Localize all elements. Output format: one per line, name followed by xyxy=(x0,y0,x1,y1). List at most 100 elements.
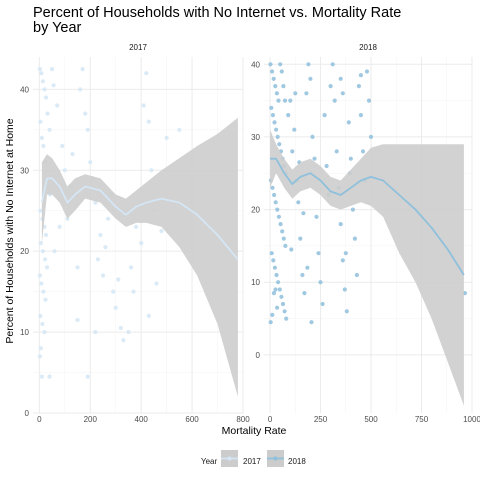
data-point xyxy=(334,149,339,154)
data-point xyxy=(51,83,56,88)
data-point xyxy=(340,258,345,263)
data-point xyxy=(348,156,353,161)
data-point xyxy=(308,76,313,81)
data-point xyxy=(270,113,275,118)
data-point xyxy=(277,142,282,147)
data-point xyxy=(280,229,285,234)
data-point xyxy=(275,305,280,310)
data-point xyxy=(338,76,343,81)
data-point xyxy=(272,120,277,125)
data-point xyxy=(100,273,106,278)
panel-2018: 0 250 500 750 1000 0 10 20 30 40 xyxy=(251,57,480,424)
data-point xyxy=(98,232,103,238)
data-point xyxy=(272,192,277,198)
data-point xyxy=(39,281,44,286)
data-point xyxy=(320,301,325,307)
y-tick-label: 0 xyxy=(25,409,30,418)
data-point xyxy=(80,67,85,72)
data-point xyxy=(50,67,55,72)
data-point xyxy=(310,134,315,139)
data-point xyxy=(358,113,363,118)
x-tick-label: 400 xyxy=(135,415,149,424)
data-point xyxy=(343,251,348,256)
data-point xyxy=(83,111,88,116)
x-tick-label: 750 xyxy=(415,415,429,424)
data-point xyxy=(364,69,370,74)
data-point xyxy=(57,224,62,229)
data-point xyxy=(126,330,131,335)
data-point xyxy=(275,134,280,139)
data-point xyxy=(154,281,159,286)
data-point xyxy=(131,289,136,294)
data-point xyxy=(274,91,279,96)
x-tick-label: 0 xyxy=(37,415,42,424)
data-point xyxy=(342,287,347,292)
data-point xyxy=(350,207,355,212)
data-point xyxy=(279,69,284,74)
legend-key-2018 xyxy=(267,450,284,467)
data-point xyxy=(37,273,43,278)
data-point xyxy=(305,265,310,270)
data-point xyxy=(282,309,287,314)
data-point xyxy=(47,127,52,132)
chart-title-line-1: Percent of Households with No Internet v… xyxy=(33,5,401,21)
data-point xyxy=(139,241,144,246)
data-point xyxy=(272,265,277,270)
data-point xyxy=(62,168,67,173)
smooth-line xyxy=(41,177,239,260)
data-point xyxy=(41,143,46,149)
y-tick-label: 10 xyxy=(251,278,260,287)
data-point xyxy=(38,241,44,246)
data-point xyxy=(276,280,281,285)
data-point xyxy=(270,312,275,317)
data-point xyxy=(288,98,293,103)
data-point xyxy=(278,222,283,227)
data-point xyxy=(38,313,43,318)
x-tick-label: 1000 xyxy=(463,415,480,424)
data-point xyxy=(38,208,43,213)
data-point xyxy=(344,309,349,314)
data-point xyxy=(42,330,47,335)
data-point xyxy=(37,354,43,359)
data-point xyxy=(128,265,134,270)
data-point xyxy=(368,134,374,139)
x-axis-title: Mortality Rate xyxy=(222,425,287,437)
data-point xyxy=(103,245,108,250)
x-tick-label: 200 xyxy=(84,415,98,424)
data-point xyxy=(116,277,121,282)
data-point xyxy=(40,79,46,84)
data-point xyxy=(88,160,93,165)
data-point xyxy=(328,84,333,89)
data-point xyxy=(271,258,276,263)
data-point xyxy=(159,228,164,234)
legend-label-2018: 2018 xyxy=(288,457,306,466)
data-point xyxy=(270,69,275,74)
data-point xyxy=(42,257,48,262)
data-point xyxy=(290,149,295,154)
y-tick-label: 30 xyxy=(20,166,29,175)
data-point xyxy=(279,294,284,299)
data-point xyxy=(146,119,151,124)
data-point xyxy=(281,236,286,241)
data-point xyxy=(47,374,52,379)
data-point xyxy=(280,301,286,307)
data-point xyxy=(354,272,359,278)
data-point xyxy=(301,211,306,216)
legend-label-2017: 2017 xyxy=(243,457,261,466)
y-tick-label: 40 xyxy=(251,60,260,69)
data-point xyxy=(312,156,317,161)
data-point xyxy=(346,120,351,125)
data-point xyxy=(146,313,151,318)
data-point xyxy=(39,374,45,379)
panel-2017: 0 200 400 600 800 0 10 20 30 40 xyxy=(20,57,250,424)
data-point xyxy=(113,305,118,310)
confidence-band xyxy=(41,117,238,397)
data-point xyxy=(269,251,274,256)
chart-title-line-2: by Year xyxy=(33,20,82,36)
data-point xyxy=(60,143,65,149)
legend: Year 2017 2018 xyxy=(201,450,306,467)
data-point xyxy=(42,87,47,92)
y-tick-label: 30 xyxy=(251,133,260,142)
data-point xyxy=(322,113,327,118)
x-tick-label: 600 xyxy=(185,415,199,424)
